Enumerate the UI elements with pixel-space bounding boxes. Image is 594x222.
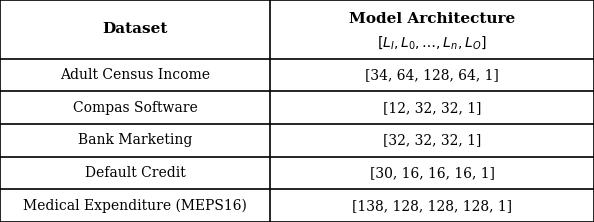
- Text: [30, 16, 16, 16, 1]: [30, 16, 16, 16, 1]: [369, 166, 495, 180]
- Text: Adult Census Income: Adult Census Income: [60, 68, 210, 82]
- Text: [34, 64, 128, 64, 1]: [34, 64, 128, 64, 1]: [365, 68, 499, 82]
- Text: [12, 32, 32, 1]: [12, 32, 32, 1]: [383, 101, 481, 115]
- Text: Compas Software: Compas Software: [72, 101, 198, 115]
- Text: Bank Marketing: Bank Marketing: [78, 133, 192, 147]
- Text: Medical Expenditure (MEPS16): Medical Expenditure (MEPS16): [23, 198, 247, 213]
- Text: [138, 128, 128, 128, 1]: [138, 128, 128, 128, 1]: [352, 199, 512, 213]
- Text: [32, 32, 32, 1]: [32, 32, 32, 1]: [383, 133, 481, 147]
- Text: $[L_I, L_0, \ldots, L_n, L_O]$: $[L_I, L_0, \ldots, L_n, L_O]$: [377, 34, 487, 51]
- Text: Dataset: Dataset: [102, 22, 168, 36]
- Text: Model Architecture: Model Architecture: [349, 12, 515, 26]
- Text: Default Credit: Default Credit: [85, 166, 185, 180]
